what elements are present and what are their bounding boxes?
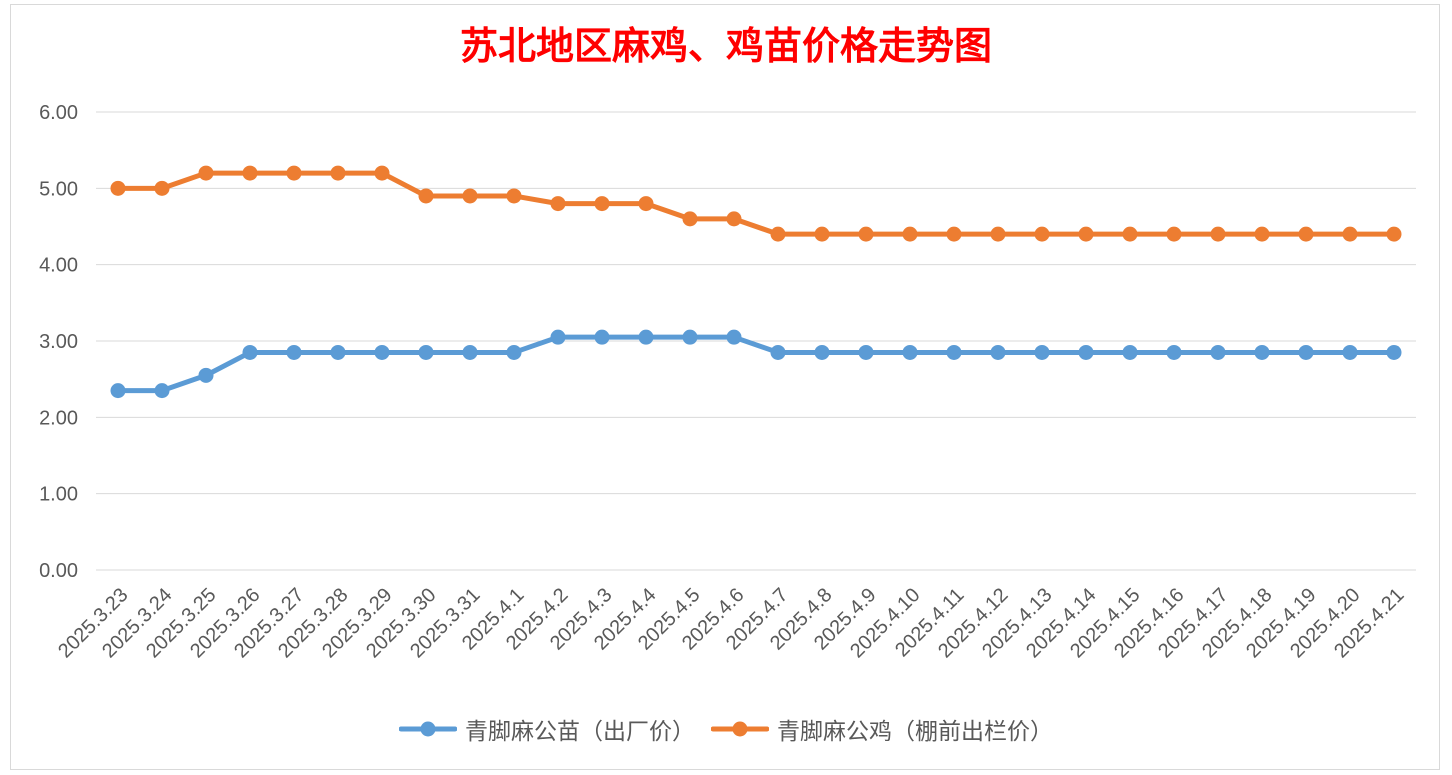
data-point xyxy=(1166,344,1182,360)
data-point xyxy=(770,226,786,242)
data-point xyxy=(242,344,258,360)
data-point xyxy=(550,329,566,345)
data-point xyxy=(286,165,302,181)
y-tick-label: 4.00 xyxy=(39,255,78,277)
data-point xyxy=(1386,344,1402,360)
series-0 xyxy=(110,329,1402,399)
data-point xyxy=(902,344,918,360)
data-point xyxy=(198,367,214,383)
gridlines xyxy=(96,111,1416,571)
data-point xyxy=(638,196,654,212)
legend-marker-line-icon xyxy=(711,721,769,737)
data-point xyxy=(1210,226,1226,242)
data-point xyxy=(242,165,258,181)
data-point xyxy=(1342,226,1358,242)
data-point xyxy=(154,180,170,196)
data-point xyxy=(858,226,874,242)
data-point xyxy=(638,329,654,345)
data-point xyxy=(1034,226,1050,242)
data-point xyxy=(814,226,830,242)
legend-item-chick-price: 青脚麻公苗（出厂价） xyxy=(399,712,695,746)
y-tick-label: 2.00 xyxy=(39,407,78,429)
data-point xyxy=(1122,344,1138,360)
data-point xyxy=(1122,226,1138,242)
data-point xyxy=(594,329,610,345)
legend-label: 青脚麻公鸡（棚前出栏价） xyxy=(777,718,1053,744)
data-point xyxy=(550,196,566,212)
x-axis-ticks: 2025.3.232025.3.242025.3.252025.3.262025… xyxy=(54,584,1408,662)
data-point xyxy=(814,344,830,360)
series-group xyxy=(110,165,1402,399)
data-point xyxy=(506,344,522,360)
chart-frame[interactable] xyxy=(10,4,1440,770)
chart-title: 苏北地区麻鸡、鸡苗价格走势图 xyxy=(459,26,992,68)
legend-label: 青脚麻公苗（出厂价） xyxy=(465,718,695,744)
data-point xyxy=(1342,344,1358,360)
y-tick-label: 1.00 xyxy=(39,484,78,506)
data-point xyxy=(726,211,742,227)
data-point xyxy=(1386,226,1402,242)
data-point xyxy=(374,344,390,360)
data-point xyxy=(1254,344,1270,360)
data-point xyxy=(902,226,918,242)
data-point xyxy=(198,165,214,181)
data-point xyxy=(286,344,302,360)
data-point xyxy=(946,344,962,360)
series-line xyxy=(115,334,1397,394)
data-point xyxy=(110,180,126,196)
data-point xyxy=(858,344,874,360)
legend-item-chicken-price: 青脚麻公鸡（棚前出栏价） xyxy=(711,712,1053,746)
y-tick-label: 6.00 xyxy=(39,102,78,124)
data-point xyxy=(1166,226,1182,242)
data-point xyxy=(1298,344,1314,360)
series-line xyxy=(115,170,1397,237)
data-point xyxy=(506,188,522,204)
data-point xyxy=(154,383,170,399)
data-point xyxy=(330,165,346,181)
data-point xyxy=(594,196,610,212)
y-axis-ticks: 0.00 1.00 2.00 3.00 4.00 5.00 6.00 xyxy=(39,102,78,582)
data-point xyxy=(1254,226,1270,242)
data-point xyxy=(1298,226,1314,242)
data-point xyxy=(682,329,698,345)
data-point xyxy=(418,188,434,204)
data-point xyxy=(462,188,478,204)
data-point xyxy=(990,344,1006,360)
series-1 xyxy=(110,165,1402,242)
data-point xyxy=(726,329,742,345)
data-point xyxy=(770,344,786,360)
data-point xyxy=(946,226,962,242)
y-tick-label: 3.00 xyxy=(39,331,78,353)
data-point xyxy=(682,211,698,227)
data-point xyxy=(1078,226,1094,242)
data-point xyxy=(1078,344,1094,360)
y-tick-label: 5.00 xyxy=(39,178,78,200)
y-tick-label: 0.00 xyxy=(39,560,78,582)
data-point xyxy=(110,383,126,399)
data-point xyxy=(990,226,1006,242)
data-point xyxy=(330,344,346,360)
data-point xyxy=(462,344,478,360)
data-point xyxy=(418,344,434,360)
legend-marker-line-icon xyxy=(399,721,457,737)
data-point xyxy=(374,165,390,181)
chart-legend: 青脚麻公苗（出厂价） 青脚麻公鸡（棚前出栏价） xyxy=(0,713,1452,745)
data-point xyxy=(1210,344,1226,360)
data-point xyxy=(1034,344,1050,360)
